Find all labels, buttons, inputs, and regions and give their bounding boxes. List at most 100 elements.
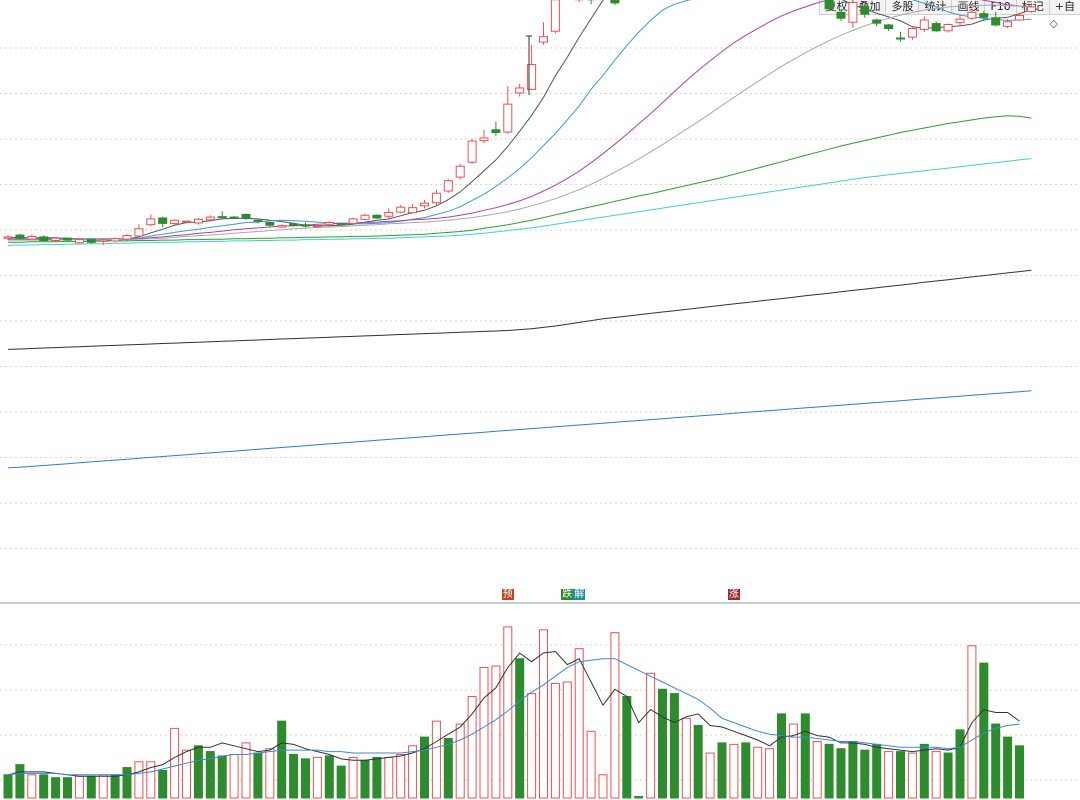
- volume-bar-up: [146, 761, 156, 799]
- volume-bar-up: [479, 667, 489, 799]
- volume-bar-down: [63, 777, 72, 799]
- volume-bar-up: [681, 717, 691, 799]
- event-marker[interactable]: 预: [501, 589, 514, 600]
- candle-up: [539, 36, 548, 43]
- volume-bar-up: [527, 693, 537, 799]
- candle-up: [122, 235, 132, 240]
- candle-down: [991, 17, 1001, 26]
- volume-bar-up: [396, 754, 406, 799]
- volume-bar-down: [943, 752, 953, 799]
- volume-bar-up: [610, 632, 620, 799]
- ma20-line: [8, 0, 1032, 241]
- volume-bar-down: [515, 658, 525, 799]
- volume-bar-up: [586, 730, 596, 799]
- candle-down: [301, 224, 310, 227]
- volume-bar-down: [669, 693, 679, 799]
- candle-down: [979, 13, 989, 18]
- candle-up: [182, 220, 191, 223]
- volume-bar-down: [991, 723, 1001, 799]
- volume-bar-up: [491, 665, 501, 799]
- volume-bar-down: [836, 748, 846, 799]
- candle-up: [98, 239, 108, 242]
- volume-bar-up: [812, 740, 822, 799]
- volume-bar-down: [443, 738, 453, 799]
- candle-up: [51, 237, 61, 241]
- volume-bar-up: [753, 746, 763, 799]
- candle-down: [15, 234, 25, 239]
- candle-up: [146, 218, 156, 226]
- add-custom-button[interactable]: +自: [1048, 0, 1080, 14]
- candle-down: [63, 237, 72, 241]
- volume-bar-up: [312, 756, 322, 799]
- ma90-line: [7, 158, 1032, 246]
- volume-bar-up: [550, 682, 560, 799]
- volume-bar-up: [467, 696, 477, 799]
- diamond-icon[interactable]: ◇: [1049, 17, 1058, 30]
- f10-button[interactable]: F10: [984, 0, 1015, 14]
- volume-bar-up: [182, 749, 191, 799]
- candle-down: [896, 37, 905, 40]
- candle-up: [193, 218, 203, 224]
- volume-bar-down: [717, 742, 727, 799]
- volume-bar-down: [979, 662, 989, 799]
- candle-up: [360, 214, 370, 220]
- candle-down: [217, 216, 227, 219]
- volume-bar-down: [622, 696, 632, 799]
- volume-bar-down: [3, 774, 13, 799]
- candle-down: [372, 214, 382, 219]
- candle-up: [431, 192, 441, 204]
- volume-bar-up: [705, 752, 715, 799]
- candle-up: [955, 18, 965, 24]
- volume-bar-down: [848, 740, 858, 799]
- volume-bar-up: [931, 751, 941, 799]
- volume-bar-up: [348, 756, 358, 799]
- volume-bar-down: [301, 758, 310, 799]
- volume-bar-down: [158, 769, 168, 799]
- candle-up: [384, 212, 394, 217]
- ma5-line: [7, 0, 1032, 241]
- candle-down: [39, 236, 49, 241]
- volume-bar-down: [253, 752, 263, 799]
- event-marker[interactable]: 跌榜: [561, 589, 584, 600]
- candle-down: [610, 0, 620, 4]
- candle-up: [550, 0, 560, 32]
- candle-up: [919, 19, 929, 30]
- event-marker[interactable]: 解: [573, 589, 586, 600]
- volume-bar-up: [241, 742, 251, 799]
- candle-up: [170, 219, 180, 224]
- candle-up: [1015, 15, 1024, 21]
- candle-down: [872, 19, 882, 24]
- candle-up: [324, 222, 334, 225]
- volume-bar-down: [86, 775, 96, 799]
- volume-bar-down: [824, 743, 834, 799]
- volume-bar-down: [372, 756, 382, 799]
- candle-up: [527, 64, 537, 90]
- candle-up: [3, 236, 13, 239]
- event-marker[interactable]: 涨: [727, 589, 740, 600]
- volume-bar-down: [919, 743, 929, 799]
- candle-down: [158, 217, 168, 224]
- volume-bar-down: [217, 755, 227, 799]
- candle-down: [86, 239, 96, 243]
- multi-stock-button[interactable]: 多股: [885, 0, 918, 14]
- candle-down: [229, 216, 239, 219]
- volume-bar-down: [693, 725, 703, 799]
- volume-bar-down: [39, 774, 49, 799]
- volume-bar-down: [277, 720, 287, 799]
- candle-down: [860, 6, 870, 15]
- candle-up: [443, 180, 453, 192]
- candle-up: [1026, 6, 1036, 12]
- candle-up: [503, 103, 513, 133]
- volume-bar-down: [777, 713, 786, 799]
- volume-bar-up: [170, 727, 180, 799]
- volume-bar-down: [800, 713, 810, 799]
- candle-up: [515, 87, 525, 94]
- volume-bar-down: [420, 736, 429, 799]
- volume-bar-down: [872, 743, 882, 799]
- volume-bar-down: [955, 729, 965, 799]
- candle-down: [824, 0, 834, 10]
- volume-bar-down: [658, 688, 667, 799]
- volume-bar-up: [455, 723, 465, 799]
- candle-up: [110, 238, 120, 242]
